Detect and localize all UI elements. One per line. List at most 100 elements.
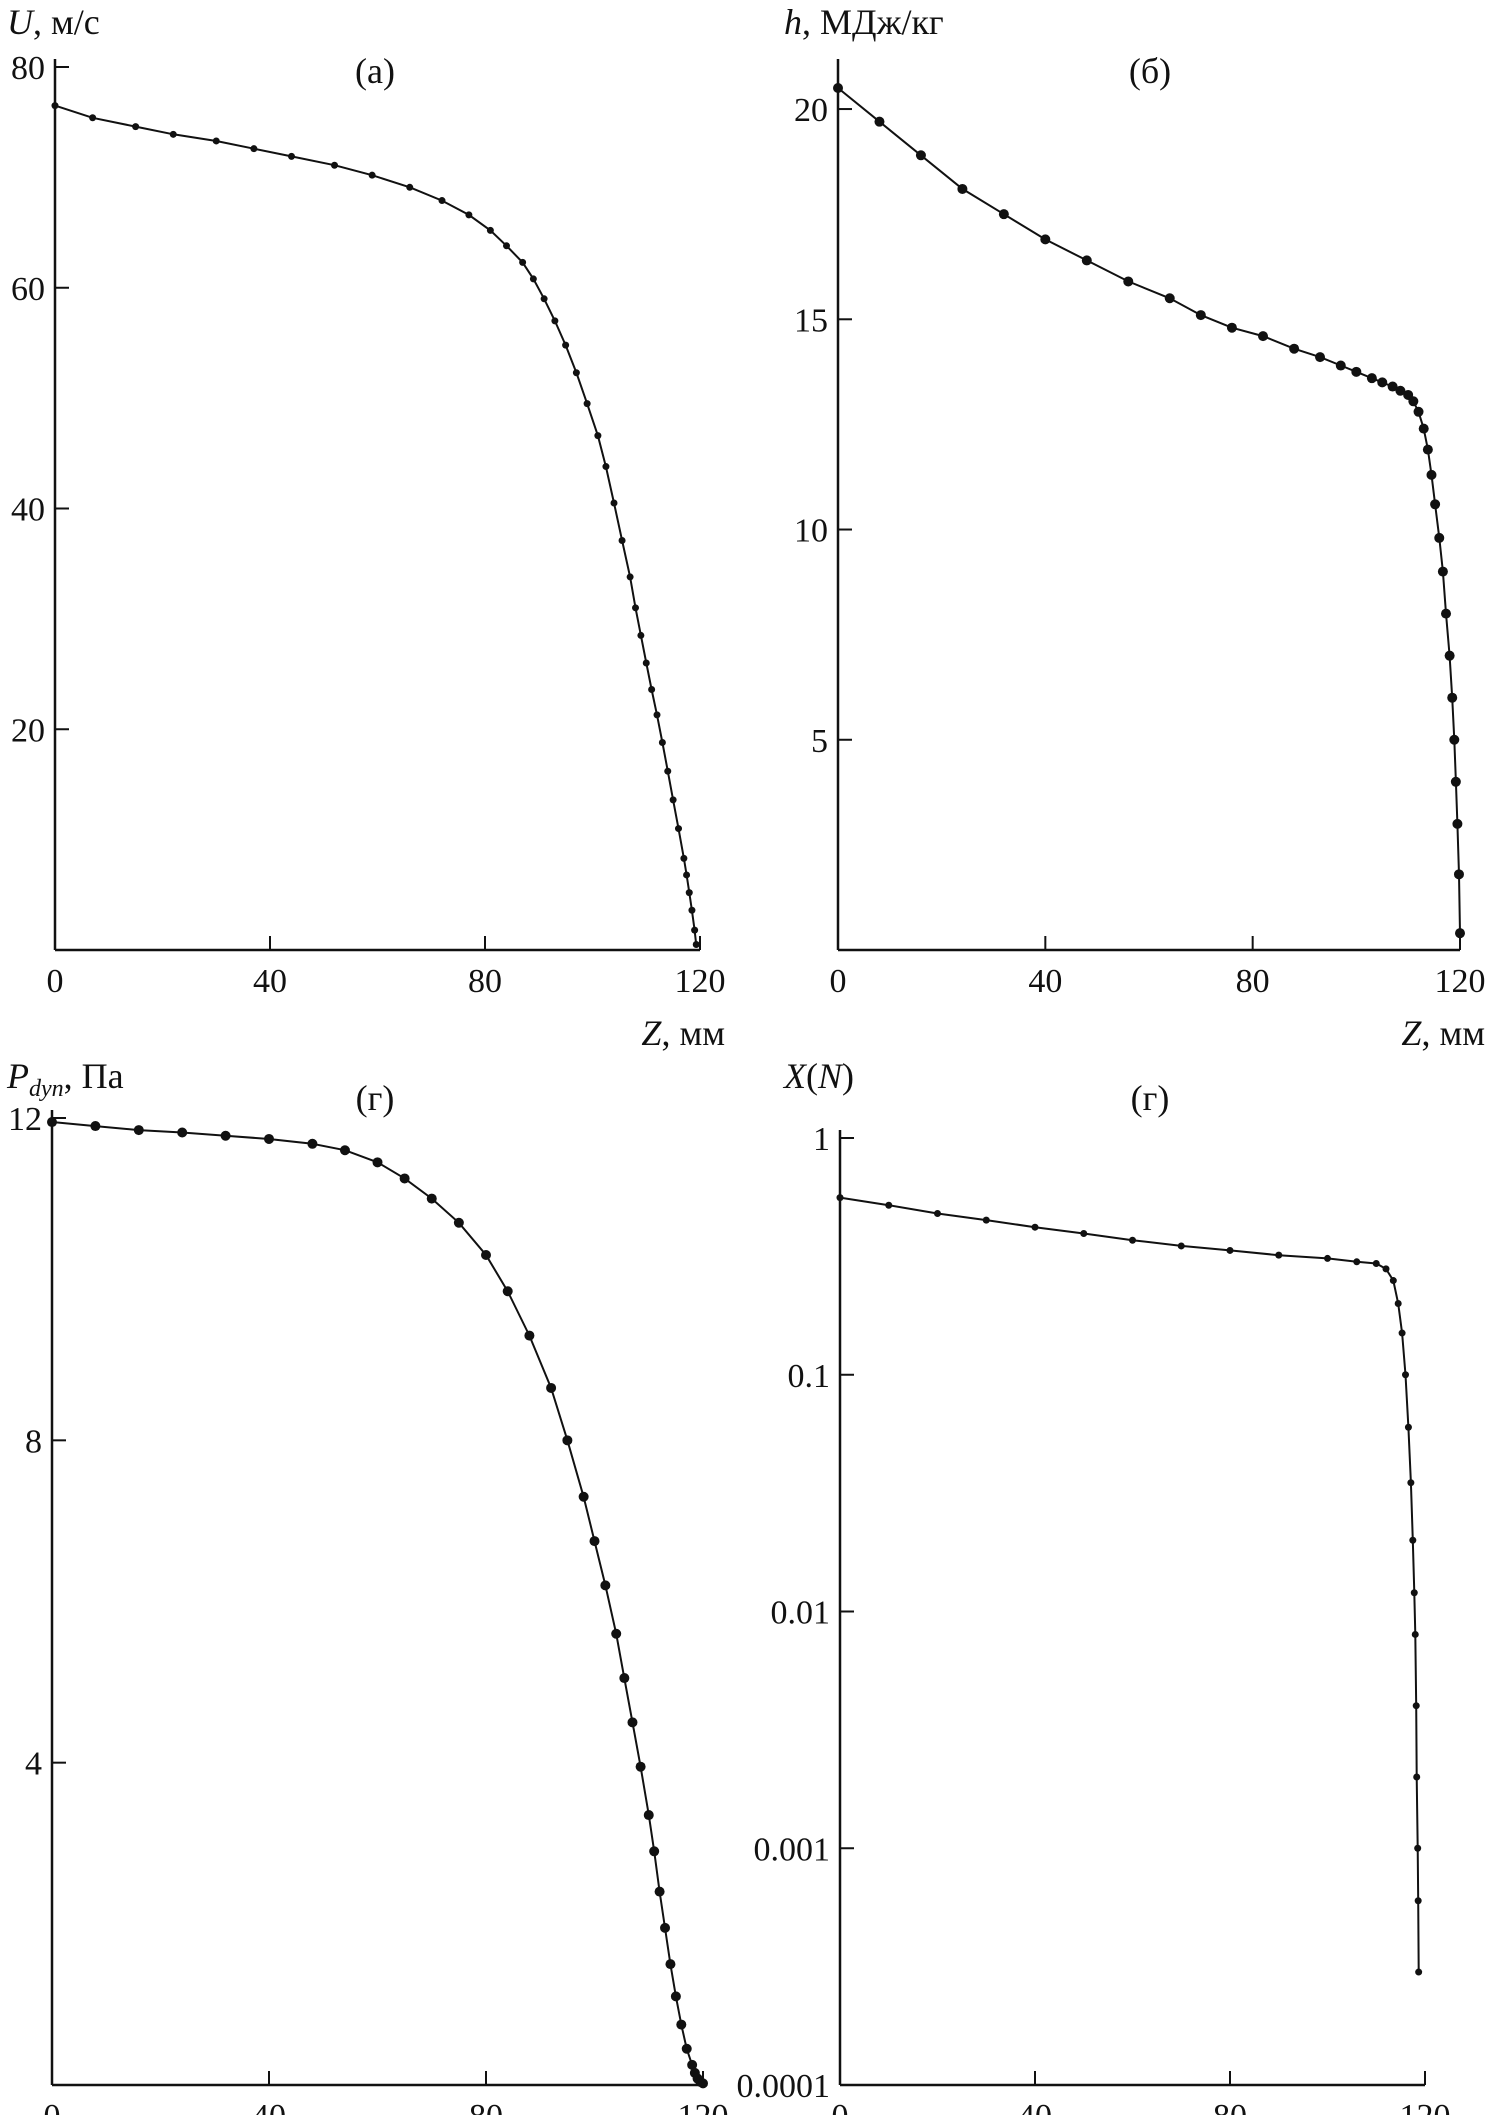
- data-point: [691, 926, 699, 934]
- data-point: [132, 123, 140, 131]
- x-axis-label: Z, мм: [1401, 1013, 1485, 1053]
- data-point: [426, 1193, 437, 1204]
- data-point: [551, 317, 559, 325]
- data-point: [177, 1127, 188, 1138]
- data-point: [572, 369, 580, 377]
- data-point: [90, 1121, 101, 1132]
- data-point: [1414, 1897, 1422, 1905]
- x-tick-label: 0: [830, 963, 847, 1000]
- series-line: [51, 1121, 704, 2085]
- data-point: [649, 1846, 660, 1857]
- chart-panel-3: 040801204812Pdyn, ПаZ, мм(г): [6, 1056, 729, 2115]
- y-tick-label: 10: [794, 513, 828, 550]
- data-point: [618, 537, 626, 545]
- panel-label: (б): [1129, 51, 1171, 91]
- data-point: [339, 1145, 350, 1156]
- data-point: [1437, 566, 1448, 577]
- data-point: [1404, 1423, 1412, 1431]
- data-point: [1455, 928, 1465, 939]
- data-point: [688, 906, 696, 914]
- x-tick-label: 0: [47, 963, 64, 1000]
- data-point: [1387, 381, 1398, 392]
- data-point: [654, 1886, 665, 1897]
- data-point: [1226, 1246, 1234, 1254]
- x-axis-label: Z, мм: [641, 1013, 725, 1053]
- x-tick-label: 80: [468, 963, 502, 1000]
- data-point: [1452, 818, 1463, 829]
- data-point: [1177, 1242, 1185, 1250]
- data-point: [1449, 734, 1460, 745]
- data-point: [982, 1216, 990, 1224]
- data-point: [220, 1130, 231, 1141]
- series-line: [837, 87, 1461, 934]
- data-point: [1275, 1251, 1283, 1259]
- x-tick-label: 0: [832, 2098, 849, 2115]
- data-point: [1434, 532, 1445, 543]
- series-line: [54, 104, 698, 945]
- x-tick-label: 40: [1028, 963, 1062, 1000]
- data-point: [1413, 406, 1424, 417]
- data-point: [874, 116, 885, 127]
- data-point: [1447, 692, 1458, 703]
- data-point: [1450, 776, 1461, 787]
- data-point: [529, 275, 537, 283]
- data-point: [1453, 869, 1464, 880]
- data-point: [1413, 1773, 1421, 1781]
- x-tick-label: 80: [1236, 963, 1270, 1000]
- data-point: [1366, 373, 1377, 384]
- data-point: [1395, 385, 1406, 396]
- data-point: [1414, 1844, 1422, 1852]
- y-axis-label: Pdyn, Па: [6, 1056, 124, 1102]
- data-point: [1430, 499, 1441, 510]
- panel-label: (а): [355, 51, 395, 91]
- data-point: [692, 940, 700, 948]
- x-tick-label: 40: [252, 2098, 286, 2115]
- data-point: [1040, 234, 1051, 245]
- data-point: [653, 711, 661, 719]
- data-point: [833, 83, 843, 94]
- y-tick-label: 0.001: [754, 1831, 831, 1868]
- data-point: [1382, 1265, 1390, 1273]
- data-point: [288, 152, 295, 160]
- data-point: [635, 1761, 646, 1772]
- data-point: [372, 1157, 383, 1168]
- data-point: [465, 211, 473, 219]
- y-tick-label: 1: [813, 1121, 830, 1158]
- data-point: [594, 432, 602, 440]
- y-tick-label: 5: [811, 723, 828, 760]
- data-point: [486, 226, 494, 234]
- data-point: [89, 114, 97, 122]
- data-point: [1335, 360, 1346, 371]
- data-point: [307, 1138, 318, 1149]
- data-point: [519, 258, 527, 266]
- data-point: [1081, 255, 1092, 266]
- data-point: [1444, 650, 1455, 661]
- data-point: [1164, 293, 1175, 304]
- data-point: [998, 209, 1009, 220]
- data-point: [626, 573, 634, 581]
- y-tick-label: 0.0001: [737, 2068, 831, 2105]
- data-point: [1426, 469, 1437, 480]
- y-tick-label: 0.1: [788, 1358, 831, 1395]
- data-point: [600, 1580, 611, 1591]
- data-point: [683, 871, 691, 879]
- data-point: [675, 825, 682, 833]
- data-point: [1031, 1223, 1039, 1231]
- panel-label: (г): [1131, 1078, 1170, 1118]
- data-point: [331, 161, 338, 169]
- data-point: [1315, 352, 1326, 363]
- data-point: [610, 499, 618, 507]
- y-axis-label: X(N): [782, 1056, 854, 1096]
- data-point: [687, 2059, 698, 2070]
- x-tick-label: 80: [1213, 2098, 1247, 2115]
- x-tick-label: 120: [678, 2098, 729, 2115]
- data-point: [648, 686, 656, 694]
- data-point: [602, 463, 610, 471]
- data-point: [1394, 1299, 1402, 1307]
- data-point: [658, 738, 666, 746]
- data-point: [47, 1117, 57, 1128]
- data-point: [1389, 1277, 1397, 1285]
- data-point: [670, 1991, 681, 2002]
- data-point: [643, 1810, 654, 1821]
- data-point: [562, 341, 570, 349]
